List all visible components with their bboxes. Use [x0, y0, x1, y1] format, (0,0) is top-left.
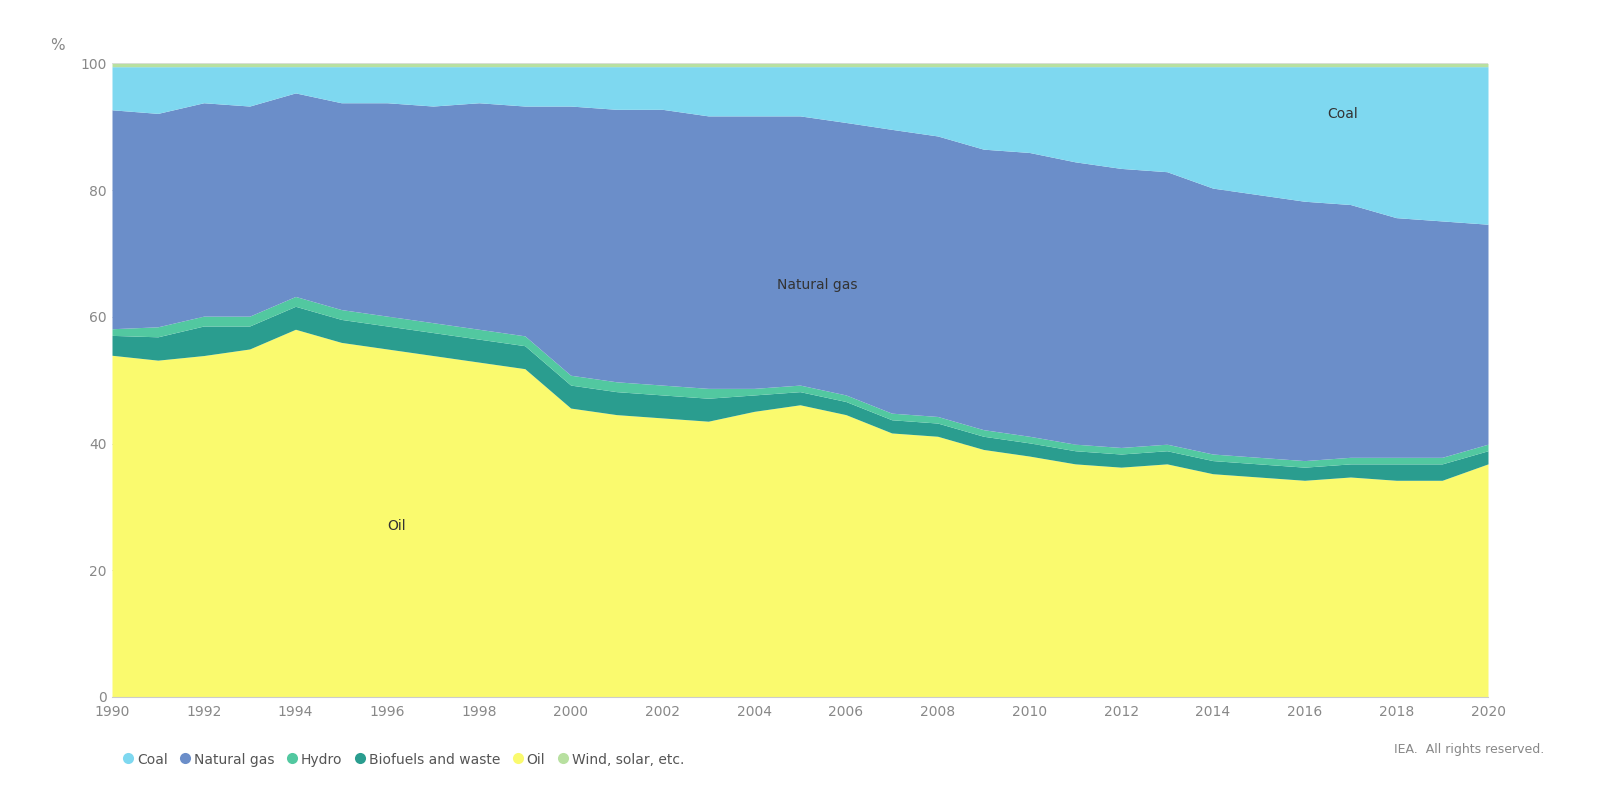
Text: Oil: Oil — [387, 519, 406, 533]
Text: %: % — [50, 38, 64, 53]
Text: Natural gas: Natural gas — [778, 278, 858, 292]
Legend: Coal, Natural gas, Hydro, Biofuels and waste, Oil, Wind, solar, etc.: Coal, Natural gas, Hydro, Biofuels and w… — [118, 748, 690, 772]
Text: IEA.  All rights reserved.: IEA. All rights reserved. — [1394, 744, 1544, 756]
Text: Coal: Coal — [1328, 107, 1358, 121]
